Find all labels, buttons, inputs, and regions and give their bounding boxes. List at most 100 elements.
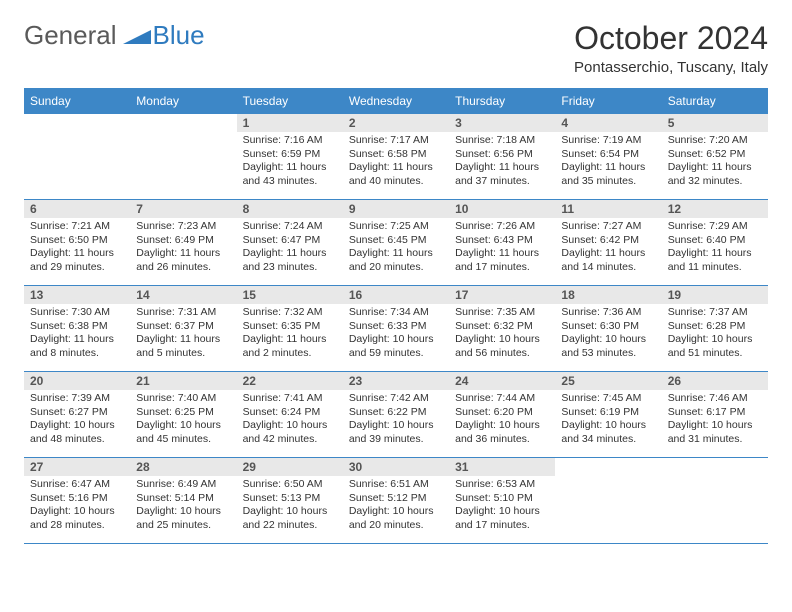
day-cell: 26Sunrise: 7:46 AMSunset: 6:17 PMDayligh… (662, 372, 768, 458)
day-cell: 28Sunrise: 6:49 AMSunset: 5:14 PMDayligh… (130, 458, 236, 544)
day-info: Sunrise: 7:23 AMSunset: 6:49 PMDaylight:… (130, 218, 236, 279)
day-number: 25 (555, 372, 661, 390)
day-number: 28 (130, 458, 236, 476)
day-cell: 12Sunrise: 7:29 AMSunset: 6:40 PMDayligh… (662, 200, 768, 286)
brand-logo: General Blue (24, 20, 205, 51)
day-cell: 24Sunrise: 7:44 AMSunset: 6:20 PMDayligh… (449, 372, 555, 458)
day-number: 30 (343, 458, 449, 476)
calendar-body: 1Sunrise: 7:16 AMSunset: 6:59 PMDaylight… (24, 114, 768, 544)
day-cell: 16Sunrise: 7:34 AMSunset: 6:33 PMDayligh… (343, 286, 449, 372)
day-info: Sunrise: 7:41 AMSunset: 6:24 PMDaylight:… (237, 390, 343, 451)
day-number: 24 (449, 372, 555, 390)
day-number: 17 (449, 286, 555, 304)
day-cell: 30Sunrise: 6:51 AMSunset: 5:12 PMDayligh… (343, 458, 449, 544)
weekday-header: Saturday (662, 89, 768, 114)
day-info: Sunrise: 6:49 AMSunset: 5:14 PMDaylight:… (130, 476, 236, 537)
weekday-header: Thursday (449, 89, 555, 114)
day-info: Sunrise: 7:19 AMSunset: 6:54 PMDaylight:… (555, 132, 661, 193)
day-number: 2 (343, 114, 449, 132)
day-cell: 21Sunrise: 7:40 AMSunset: 6:25 PMDayligh… (130, 372, 236, 458)
day-number: 31 (449, 458, 555, 476)
day-cell: 20Sunrise: 7:39 AMSunset: 6:27 PMDayligh… (24, 372, 130, 458)
day-cell: 25Sunrise: 7:45 AMSunset: 6:19 PMDayligh… (555, 372, 661, 458)
weekday-header: Tuesday (237, 89, 343, 114)
day-cell: 6Sunrise: 7:21 AMSunset: 6:50 PMDaylight… (24, 200, 130, 286)
day-info: Sunrise: 7:35 AMSunset: 6:32 PMDaylight:… (449, 304, 555, 365)
day-number: 16 (343, 286, 449, 304)
brand-triangle-icon (123, 26, 151, 44)
weekday-header: Friday (555, 89, 661, 114)
location-label: Pontasserchio, Tuscany, Italy (574, 59, 768, 76)
day-info: Sunrise: 7:17 AMSunset: 6:58 PMDaylight:… (343, 132, 449, 193)
day-number: 6 (24, 200, 130, 218)
day-info: Sunrise: 7:16 AMSunset: 6:59 PMDaylight:… (237, 132, 343, 193)
brand-part1: General (24, 20, 117, 51)
day-number: 11 (555, 200, 661, 218)
day-info: Sunrise: 6:51 AMSunset: 5:12 PMDaylight:… (343, 476, 449, 537)
empty-day-cell (130, 114, 236, 200)
day-cell: 14Sunrise: 7:31 AMSunset: 6:37 PMDayligh… (130, 286, 236, 372)
day-info: Sunrise: 7:20 AMSunset: 6:52 PMDaylight:… (662, 132, 768, 193)
weekday-header-row: Sunday Monday Tuesday Wednesday Thursday… (24, 89, 768, 114)
day-number: 3 (449, 114, 555, 132)
day-cell: 11Sunrise: 7:27 AMSunset: 6:42 PMDayligh… (555, 200, 661, 286)
day-number: 20 (24, 372, 130, 390)
day-cell: 23Sunrise: 7:42 AMSunset: 6:22 PMDayligh… (343, 372, 449, 458)
title-block: October 2024 Pontasserchio, Tuscany, Ita… (574, 20, 768, 76)
day-number: 4 (555, 114, 661, 132)
day-number: 19 (662, 286, 768, 304)
day-cell: 4Sunrise: 7:19 AMSunset: 6:54 PMDaylight… (555, 114, 661, 200)
day-cell: 9Sunrise: 7:25 AMSunset: 6:45 PMDaylight… (343, 200, 449, 286)
calendar-week-row: 20Sunrise: 7:39 AMSunset: 6:27 PMDayligh… (24, 372, 768, 458)
day-number: 26 (662, 372, 768, 390)
calendar-page: General Blue October 2024 Pontasserchio,… (0, 0, 792, 564)
day-number: 5 (662, 114, 768, 132)
day-info: Sunrise: 7:32 AMSunset: 6:35 PMDaylight:… (237, 304, 343, 365)
day-info: Sunrise: 7:39 AMSunset: 6:27 PMDaylight:… (24, 390, 130, 451)
day-cell: 17Sunrise: 7:35 AMSunset: 6:32 PMDayligh… (449, 286, 555, 372)
day-number: 22 (237, 372, 343, 390)
day-number: 29 (237, 458, 343, 476)
day-info: Sunrise: 7:44 AMSunset: 6:20 PMDaylight:… (449, 390, 555, 451)
day-info: Sunrise: 7:30 AMSunset: 6:38 PMDaylight:… (24, 304, 130, 365)
day-number: 10 (449, 200, 555, 218)
day-info: Sunrise: 6:47 AMSunset: 5:16 PMDaylight:… (24, 476, 130, 537)
day-info: Sunrise: 7:37 AMSunset: 6:28 PMDaylight:… (662, 304, 768, 365)
weekday-header: Wednesday (343, 89, 449, 114)
day-info: Sunrise: 7:27 AMSunset: 6:42 PMDaylight:… (555, 218, 661, 279)
day-number: 18 (555, 286, 661, 304)
day-number: 15 (237, 286, 343, 304)
day-number: 9 (343, 200, 449, 218)
calendar-week-row: 6Sunrise: 7:21 AMSunset: 6:50 PMDaylight… (24, 200, 768, 286)
day-number: 21 (130, 372, 236, 390)
day-cell: 19Sunrise: 7:37 AMSunset: 6:28 PMDayligh… (662, 286, 768, 372)
page-title: October 2024 (574, 20, 768, 57)
day-cell: 29Sunrise: 6:50 AMSunset: 5:13 PMDayligh… (237, 458, 343, 544)
day-cell: 13Sunrise: 7:30 AMSunset: 6:38 PMDayligh… (24, 286, 130, 372)
day-number: 23 (343, 372, 449, 390)
weekday-header: Monday (130, 89, 236, 114)
day-cell: 1Sunrise: 7:16 AMSunset: 6:59 PMDaylight… (237, 114, 343, 200)
day-cell: 5Sunrise: 7:20 AMSunset: 6:52 PMDaylight… (662, 114, 768, 200)
day-info: Sunrise: 7:42 AMSunset: 6:22 PMDaylight:… (343, 390, 449, 451)
day-number: 14 (130, 286, 236, 304)
day-info: Sunrise: 7:26 AMSunset: 6:43 PMDaylight:… (449, 218, 555, 279)
calendar-week-row: 13Sunrise: 7:30 AMSunset: 6:38 PMDayligh… (24, 286, 768, 372)
day-info: Sunrise: 6:53 AMSunset: 5:10 PMDaylight:… (449, 476, 555, 537)
day-cell: 15Sunrise: 7:32 AMSunset: 6:35 PMDayligh… (237, 286, 343, 372)
day-info: Sunrise: 7:31 AMSunset: 6:37 PMDaylight:… (130, 304, 236, 365)
day-cell: 2Sunrise: 7:17 AMSunset: 6:58 PMDaylight… (343, 114, 449, 200)
day-info: Sunrise: 6:50 AMSunset: 5:13 PMDaylight:… (237, 476, 343, 537)
day-number: 8 (237, 200, 343, 218)
empty-day-cell (555, 458, 661, 544)
day-number: 12 (662, 200, 768, 218)
day-info: Sunrise: 7:46 AMSunset: 6:17 PMDaylight:… (662, 390, 768, 451)
calendar-week-row: 1Sunrise: 7:16 AMSunset: 6:59 PMDaylight… (24, 114, 768, 200)
calendar-week-row: 27Sunrise: 6:47 AMSunset: 5:16 PMDayligh… (24, 458, 768, 544)
day-cell: 18Sunrise: 7:36 AMSunset: 6:30 PMDayligh… (555, 286, 661, 372)
day-info: Sunrise: 7:40 AMSunset: 6:25 PMDaylight:… (130, 390, 236, 451)
day-cell: 22Sunrise: 7:41 AMSunset: 6:24 PMDayligh… (237, 372, 343, 458)
day-cell: 10Sunrise: 7:26 AMSunset: 6:43 PMDayligh… (449, 200, 555, 286)
day-cell: 3Sunrise: 7:18 AMSunset: 6:56 PMDaylight… (449, 114, 555, 200)
day-number: 1 (237, 114, 343, 132)
